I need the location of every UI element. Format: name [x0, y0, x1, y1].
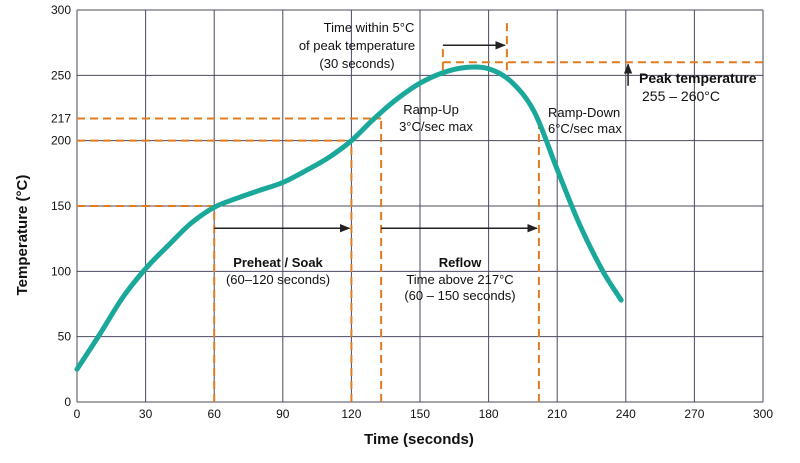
x-tick-label: 60	[208, 407, 222, 421]
ramp-down-line2: 6°C/sec max	[548, 121, 622, 136]
x-tick-label: 90	[276, 407, 290, 421]
x-tick-label: 150	[410, 407, 430, 421]
guide-lines	[77, 23, 763, 402]
x-tick-label: 270	[684, 407, 704, 421]
y-tick-label: 100	[51, 264, 71, 278]
x-tick-label: 210	[547, 407, 567, 421]
x-tick-label: 0	[74, 407, 81, 421]
y-tick-label: 0	[64, 395, 71, 409]
x-tick-label: 120	[341, 407, 361, 421]
y-tick-label: 150	[51, 199, 71, 213]
preheat-line1: Preheat / Soak	[233, 255, 323, 270]
grid	[76, 9, 764, 403]
peak-range: 255 – 260°C	[642, 88, 720, 104]
x-axis-title: Time (seconds)	[364, 431, 474, 448]
ramp-up-line2: 3°C/sec max	[399, 119, 473, 134]
temperature-curve	[74, 64, 624, 372]
reflow-line3: (60 – 150 seconds)	[404, 288, 515, 303]
time-within-line3: (30 seconds)	[319, 56, 394, 71]
preheat-line2: (60–120 seconds)	[226, 272, 330, 287]
x-tick-label: 180	[479, 407, 499, 421]
y-tick-label-217: 217	[51, 111, 71, 125]
ramp-down-line1: Ramp-Down	[548, 105, 620, 120]
time-within-line2: of peak temperature	[299, 38, 415, 53]
y-tick-label: 200	[51, 134, 71, 148]
y-tick-label: 250	[51, 68, 71, 82]
time-within-line1: Time within 5°C	[324, 20, 415, 35]
curve-layer	[74, 64, 624, 372]
x-tick-label: 240	[616, 407, 636, 421]
y-axis-title: Temperature (°C)	[14, 175, 31, 296]
reflow-line1: Reflow	[439, 255, 483, 270]
x-tick-label: 30	[139, 407, 153, 421]
x-tick-label: 300	[753, 407, 773, 421]
ramp-up-line1: Ramp-Up	[403, 102, 459, 117]
y-tick-label: 50	[58, 330, 72, 344]
y-tick-label: 300	[51, 3, 71, 17]
reflow-line2: Time above 217°C	[406, 272, 513, 287]
peak-title: Peak temperature	[639, 70, 757, 86]
tick-labels: 0 30 60 90 120 150 180 210 240 270 300 0 50 100 150 200…	[51, 3, 773, 421]
